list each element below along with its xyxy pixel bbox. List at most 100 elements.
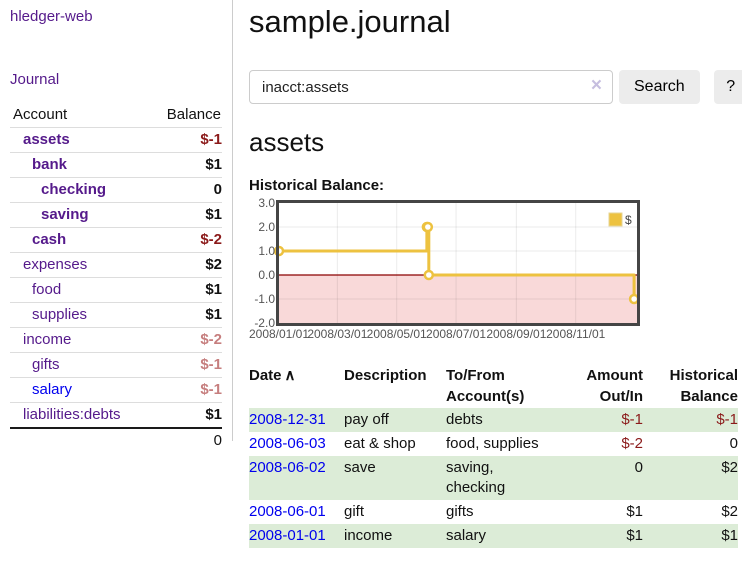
- sidebar-account-link[interactable]: liabilities:debts: [23, 406, 121, 423]
- svg-text:-1.0: -1.0: [254, 292, 275, 306]
- transaction-amount: $1: [626, 503, 643, 520]
- col-accounts: To/From Account(s): [446, 367, 525, 405]
- app-title-link[interactable]: hledger-web: [10, 8, 93, 25]
- col-date[interactable]: Date ∧: [249, 367, 296, 384]
- sidebar-account-link[interactable]: bank: [32, 156, 68, 173]
- sidebar: hledger-web Journal Account Balance asse…: [0, 0, 233, 449]
- clear-search-icon[interactable]: ×: [590, 75, 602, 96]
- transaction-row[interactable]: 2008-06-02 save saving, checking 0 $2: [249, 456, 738, 500]
- transaction-description: income: [344, 527, 393, 544]
- sidebar-account-link[interactable]: assets: [23, 131, 70, 148]
- transaction-date-link[interactable]: 2008-06-03: [249, 435, 326, 452]
- transaction-amount: $-2: [621, 435, 643, 452]
- sidebar-account-link[interactable]: food: [32, 281, 62, 298]
- search-field-wrap: ×: [249, 70, 613, 104]
- search-form: × Search ?: [249, 70, 742, 104]
- account-balance: $1: [205, 406, 222, 423]
- svg-text:2008/03/01: 2008/03/01: [307, 327, 367, 341]
- svg-text:1.0: 1.0: [258, 244, 275, 258]
- transaction-amount: 0: [634, 459, 643, 476]
- account-balance: $-1: [200, 131, 222, 148]
- sidebar-account-link[interactable]: income: [23, 331, 72, 348]
- transaction-accounts: gifts: [446, 503, 474, 520]
- transaction-balance: $2: [721, 503, 738, 520]
- historical-balance-chart: $3.0 2.0 1.0 0.0 -1.0 -2.0 2008/01/01 2008/03/0…: [249, 196, 742, 343]
- sidebar-account-link[interactable]: checking: [41, 181, 107, 198]
- svg-text:-2.0: -2.0: [254, 316, 275, 330]
- account-row: salary $-1: [10, 377, 222, 403]
- transaction-row[interactable]: 2008-06-03 eat & shop food, supplies $-2 0: [249, 432, 738, 456]
- transaction-description: pay off: [344, 411, 389, 428]
- transaction-amount: $1: [626, 527, 643, 544]
- sidebar-account-link[interactable]: supplies: [32, 306, 88, 323]
- chart-title: Historical Balance:: [249, 177, 385, 194]
- svg-text:0.0: 0.0: [258, 268, 275, 282]
- main-content: sample.journal × Search ? assets Histori…: [233, 0, 742, 582]
- account-row: food $1: [10, 277, 222, 303]
- transaction-date-link[interactable]: 2008-06-02: [249, 459, 326, 476]
- svg-text:2008/11/01: 2008/11/01: [546, 327, 605, 341]
- account-row: cash $-2: [10, 227, 222, 253]
- svg-text:2008/09/01: 2008/09/01: [486, 327, 546, 341]
- transaction-description: eat & shop: [344, 435, 416, 452]
- account-balance: $1: [205, 306, 222, 323]
- account-row: bank $1: [10, 152, 222, 178]
- col-amount: Amount Out/In: [586, 367, 643, 405]
- accounts-header-row: Account Balance: [10, 104, 222, 128]
- help-button[interactable]: ?: [713, 70, 742, 104]
- search-button[interactable]: Search: [619, 70, 700, 104]
- transaction-balance: $-1: [716, 411, 738, 428]
- chart-legend: $: [608, 212, 632, 227]
- account-balance: $-2: [200, 331, 222, 348]
- svg-text:$: $: [625, 213, 632, 227]
- svg-text:2008/05/01: 2008/05/01: [367, 327, 427, 341]
- accounts-col-balance: Balance: [166, 106, 221, 123]
- transaction-date-link[interactable]: 2008-06-01: [249, 503, 326, 520]
- transaction-balance: 0: [729, 435, 738, 452]
- account-row: assets $-1: [10, 127, 222, 153]
- balance-chart-svg: $3.0 2.0 1.0 0.0 -1.0 -2.02008/01/012008/03/0…: [249, 196, 640, 341]
- svg-text:2008/07/01: 2008/07/01: [426, 327, 486, 341]
- account-balance: $1: [205, 156, 222, 173]
- account-row: expenses $2: [10, 252, 222, 278]
- sidebar-account-link[interactable]: salary: [32, 381, 73, 398]
- register-header-row: Date ∧ Description To/From Account(s) Amo…: [249, 364, 738, 408]
- account-balance: 0: [213, 181, 222, 198]
- account-row: supplies $1: [10, 302, 222, 328]
- transaction-balance: $1: [721, 527, 738, 544]
- account-balance: $-1: [200, 381, 222, 398]
- sort-asc-icon: ∧: [284, 367, 296, 384]
- account-balance: $-1: [200, 356, 222, 373]
- accounts-total-value: 0: [213, 432, 222, 449]
- sidebar-account-link[interactable]: saving: [41, 206, 89, 223]
- sidebar-item-journal[interactable]: Journal: [10, 71, 60, 88]
- sidebar-account-link[interactable]: expenses: [23, 256, 88, 273]
- account-row: gifts $-1: [10, 352, 222, 378]
- transaction-amount: $-1: [621, 411, 643, 428]
- transaction-description: save: [344, 459, 376, 476]
- accounts-total-row: 0: [10, 428, 222, 453]
- svg-text:2008/01/01: 2008/01/01: [249, 327, 309, 341]
- transaction-description: gift: [344, 503, 365, 520]
- transaction-date-link[interactable]: 2008-01-01: [249, 527, 326, 544]
- transaction-balance: $2: [721, 459, 738, 476]
- page-title: sample.journal: [249, 4, 451, 39]
- transaction-row[interactable]: 2008-01-01 income salary $1 $1: [249, 524, 738, 548]
- account-row: saving $1: [10, 202, 222, 228]
- col-description: Description: [344, 367, 427, 384]
- sidebar-account-link[interactable]: cash: [32, 231, 67, 248]
- transaction-row[interactable]: 2008-12-31 pay off debts $-1 $-1: [249, 408, 738, 432]
- transaction-row[interactable]: 2008-06-01 gift gifts $1 $2: [249, 500, 738, 524]
- account-row: liabilities:debts $1: [10, 402, 222, 429]
- transaction-date-link[interactable]: 2008-12-31: [249, 411, 326, 428]
- account-heading: assets: [249, 127, 325, 157]
- sidebar-account-link[interactable]: gifts: [32, 356, 60, 373]
- transaction-accounts: debts: [446, 411, 483, 428]
- account-balance: $2: [205, 256, 222, 273]
- col-balance: Historical Balance: [669, 367, 738, 405]
- account-balance: $1: [205, 206, 222, 223]
- transaction-accounts: saving, checking: [446, 459, 506, 496]
- account-row: income $-2: [10, 327, 222, 353]
- register-table: Date ∧ Description To/From Account(s) Amo…: [249, 364, 738, 548]
- search-input[interactable]: [249, 70, 613, 104]
